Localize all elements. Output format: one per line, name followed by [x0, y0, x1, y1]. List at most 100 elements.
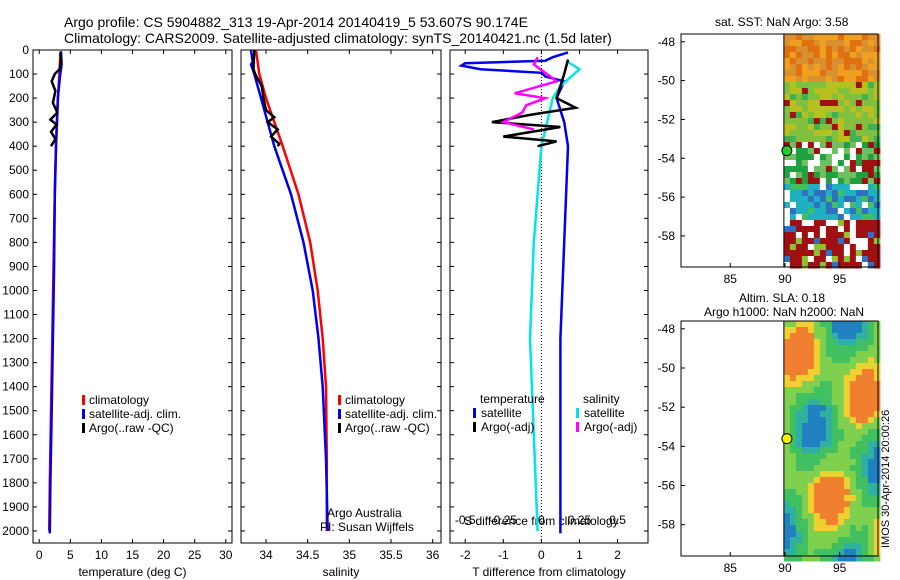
sst_map-cell	[801, 58, 809, 65]
sla_map-cell	[855, 507, 863, 514]
sla_map-cell	[783, 507, 791, 514]
sst_map-cell	[867, 34, 875, 41]
sst_map-cell	[855, 190, 863, 197]
sst_map-cell	[837, 130, 845, 137]
sst_map-cell	[855, 256, 863, 263]
sst_map-cell	[873, 184, 881, 191]
sst_map-cell	[801, 94, 809, 101]
sla_map-cell	[831, 459, 839, 466]
sla_map-cell	[861, 519, 869, 526]
sla_map-cell	[795, 531, 803, 538]
sst_map-cell	[801, 256, 809, 263]
sst_map-cell	[783, 184, 791, 191]
sst_map-cell	[813, 46, 821, 53]
sla_map-cell	[825, 471, 833, 478]
sla_map-cell	[867, 333, 875, 340]
sla_map-cell	[873, 411, 881, 418]
difference-xtick-label: -1	[498, 548, 509, 562]
sla_map-cell	[849, 495, 857, 502]
sla_map-cell	[837, 435, 845, 442]
sla_map-cell	[807, 333, 815, 340]
sla_map-cell	[849, 531, 857, 538]
sla_map-cell	[807, 357, 815, 364]
sst_map-cell	[825, 256, 833, 263]
sla_map-cell	[813, 483, 821, 490]
sst_map-cell	[831, 148, 839, 155]
sst_map-cell	[831, 172, 839, 179]
temperature-legend-swatch	[82, 409, 85, 419]
sst_map-cell	[801, 214, 809, 221]
sla_map-cell	[783, 477, 791, 484]
sst_map-cell	[825, 46, 833, 53]
sla_map-cell	[801, 489, 809, 496]
sst_map-cell	[813, 124, 821, 131]
sla_map-cell	[831, 489, 839, 496]
sla_map-cell	[813, 417, 821, 424]
sst_map-cell	[855, 76, 863, 83]
sst_map-cell	[807, 250, 815, 257]
sst_map-cell	[861, 34, 869, 41]
sst_map-cell	[873, 118, 881, 125]
diff-legend-label: Argo(-adj)	[584, 420, 637, 434]
sla_map-cell	[801, 375, 809, 382]
sla_map-cell	[849, 477, 857, 484]
sst_map-cell	[825, 238, 833, 245]
sst_map-cell	[843, 112, 851, 119]
sst_map-cell	[783, 76, 791, 83]
sst_map-cell	[849, 136, 857, 143]
sla_map-cell	[861, 477, 869, 484]
sla_map-cell	[825, 429, 833, 436]
sst_map-cell	[795, 196, 803, 203]
sst_map-cell	[813, 208, 821, 215]
sla_map-cell	[837, 321, 845, 328]
sst_map-cell	[867, 106, 875, 113]
sla_map-cell	[867, 501, 875, 508]
sla_map-cell	[795, 513, 803, 520]
sla_map-cell	[789, 399, 797, 406]
sla_map-cell	[843, 345, 851, 352]
sla_map-cell	[807, 489, 815, 496]
sst_map-cell	[837, 88, 845, 95]
sla_map-cell	[831, 423, 839, 430]
sst_map-cell	[819, 250, 827, 257]
sla_map-cell	[837, 477, 845, 484]
sla_map-cell	[789, 333, 797, 340]
sla_map-cell	[807, 501, 815, 508]
sla_map-cell	[819, 321, 827, 328]
sla_map-cell	[867, 531, 875, 538]
sla_map-cell	[819, 339, 827, 346]
sla_map-cell	[825, 489, 833, 496]
sst_map-cell	[813, 34, 821, 41]
sla_map-cell	[843, 399, 851, 406]
sla_map-cell	[825, 417, 833, 424]
sst_map-cell	[867, 148, 875, 155]
sla_map-cell	[867, 351, 875, 358]
sla_map-cell	[801, 531, 809, 538]
sst_map-cell	[837, 202, 845, 209]
sst_map-cell	[795, 112, 803, 119]
sla_map-cell	[873, 381, 881, 388]
sst_map-cell	[867, 190, 875, 197]
sla_map-cell	[843, 327, 851, 334]
sla_map-cell	[789, 423, 797, 430]
sst_map-cell	[789, 130, 797, 137]
sst_map-cell	[825, 232, 833, 239]
sla_map-cell	[849, 543, 857, 550]
sla_map-cell	[831, 399, 839, 406]
sst_map-cell	[837, 250, 845, 257]
difference-xtick-label: 2	[614, 548, 621, 562]
sla_map-cell	[837, 393, 845, 400]
sla_map-cell	[807, 453, 815, 460]
sla_map-cell	[867, 477, 875, 484]
sla_map-cell	[873, 453, 881, 460]
sla_map-cell	[783, 483, 791, 490]
sst_map-cell	[801, 88, 809, 95]
sla_map-cell	[813, 441, 821, 448]
sst_map-cell	[783, 226, 791, 233]
sst_map-cell	[849, 178, 857, 185]
sla_map-cell	[789, 489, 797, 496]
sst_map-cell	[837, 34, 845, 41]
sst_map-cell	[861, 160, 869, 167]
sla_map-cell	[813, 531, 821, 538]
depth-tick-label: 1600	[2, 428, 29, 442]
